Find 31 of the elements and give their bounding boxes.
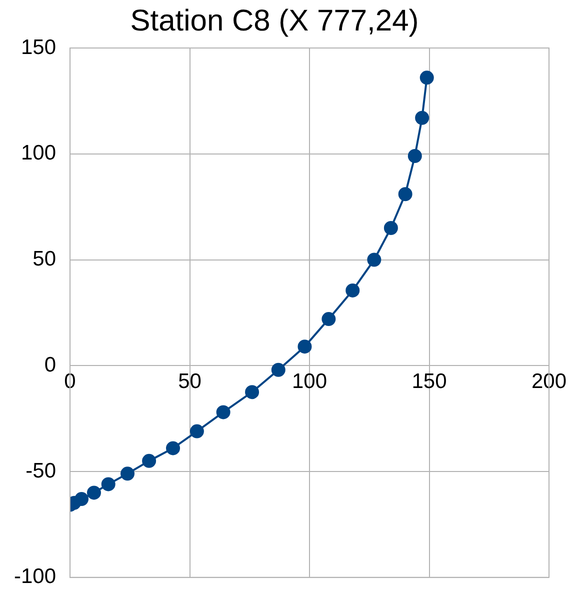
point bbox=[245, 385, 260, 400]
y-tick-label: 0 bbox=[44, 353, 56, 376]
y-tick-label: 100 bbox=[20, 142, 56, 165]
y-tick-label: 150 bbox=[20, 36, 56, 59]
point bbox=[415, 110, 430, 125]
point bbox=[120, 466, 135, 481]
point bbox=[271, 362, 286, 377]
point bbox=[298, 340, 312, 354]
point bbox=[367, 252, 382, 267]
point bbox=[190, 424, 204, 438]
x-tick-label: 100 bbox=[292, 370, 328, 394]
y-tick-label: 50 bbox=[32, 248, 56, 271]
point bbox=[74, 492, 89, 506]
x-tick-label: 0 bbox=[64, 370, 76, 394]
point bbox=[384, 220, 398, 235]
point bbox=[142, 454, 156, 468]
chart-title: Station C8 (X 777,24) bbox=[130, 4, 419, 38]
point bbox=[86, 486, 101, 500]
point bbox=[346, 283, 360, 298]
y-tick-label: -50 bbox=[26, 459, 56, 482]
x-tick-label: 200 bbox=[531, 370, 567, 394]
point bbox=[322, 312, 336, 326]
point bbox=[166, 441, 180, 456]
point bbox=[420, 70, 434, 85]
point bbox=[101, 477, 116, 492]
point bbox=[408, 149, 422, 163]
y-tick-label: -100 bbox=[14, 565, 56, 588]
x-tick-label: 50 bbox=[178, 370, 202, 394]
x-tick-label: 150 bbox=[412, 370, 447, 394]
point bbox=[398, 187, 412, 202]
point bbox=[216, 405, 230, 420]
